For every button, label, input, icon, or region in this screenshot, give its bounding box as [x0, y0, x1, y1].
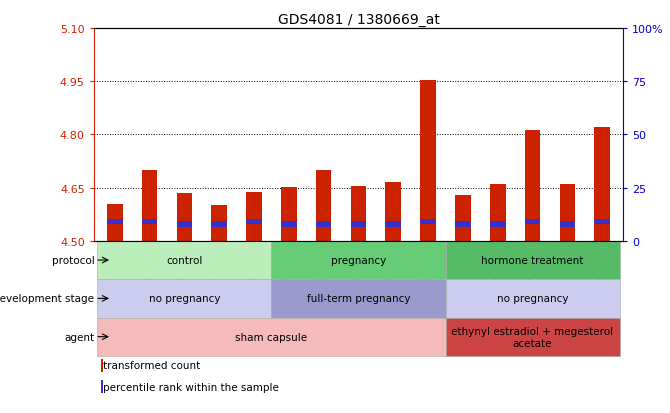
Bar: [246, 192, 262, 241]
Bar: [446, 241, 620, 280]
Bar: [271, 280, 446, 318]
Bar: [559, 222, 576, 227]
Text: sham capsule: sham capsule: [235, 332, 308, 342]
Bar: [211, 206, 227, 241]
Bar: [490, 222, 506, 227]
Bar: [385, 222, 401, 227]
Text: percentile rank within the sample: percentile rank within the sample: [103, 382, 279, 392]
Bar: [420, 219, 436, 225]
Bar: [446, 318, 620, 356]
Text: transformed count: transformed count: [103, 361, 200, 370]
Text: protocol: protocol: [52, 255, 94, 266]
Text: full-term pregnancy: full-term pregnancy: [307, 294, 410, 304]
Bar: [525, 219, 541, 225]
Bar: [559, 185, 576, 241]
Text: no pregnancy: no pregnancy: [497, 294, 568, 304]
Bar: [594, 128, 610, 241]
Text: control: control: [166, 255, 202, 266]
Text: ethynyl estradiol + megesterol
acetate: ethynyl estradiol + megesterol acetate: [452, 326, 614, 348]
Bar: [246, 219, 262, 225]
Bar: [455, 222, 471, 227]
Text: pregnancy: pregnancy: [331, 255, 386, 266]
Bar: [211, 222, 227, 227]
Bar: [97, 280, 271, 318]
Bar: [100, 380, 103, 393]
Bar: [594, 219, 610, 225]
Bar: [420, 81, 436, 241]
Bar: [385, 183, 401, 241]
Title: GDS4081 / 1380669_at: GDS4081 / 1380669_at: [277, 12, 440, 26]
Bar: [455, 195, 471, 241]
Bar: [316, 222, 332, 227]
Bar: [176, 222, 192, 227]
Bar: [176, 194, 192, 241]
Bar: [271, 241, 446, 280]
Bar: [281, 188, 297, 241]
Text: agent: agent: [64, 332, 94, 342]
Bar: [97, 241, 271, 280]
Bar: [100, 359, 103, 372]
Text: no pregnancy: no pregnancy: [149, 294, 220, 304]
Bar: [446, 280, 620, 318]
Bar: [97, 318, 446, 356]
Bar: [107, 204, 123, 241]
Text: hormone treatment: hormone treatment: [481, 255, 584, 266]
Bar: [350, 222, 366, 227]
Bar: [316, 171, 332, 241]
Bar: [281, 222, 297, 227]
Bar: [141, 219, 157, 225]
Bar: [350, 186, 366, 241]
Text: development stage: development stage: [0, 294, 94, 304]
Bar: [107, 219, 123, 225]
Bar: [525, 131, 541, 241]
Bar: [490, 185, 506, 241]
Bar: [141, 171, 157, 241]
